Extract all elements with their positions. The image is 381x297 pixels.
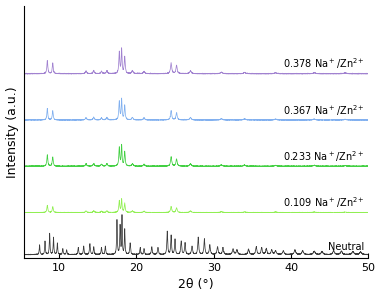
Text: 0.367 Na$^+$/Zn$^{2+}$: 0.367 Na$^+$/Zn$^{2+}$ xyxy=(283,103,365,118)
X-axis label: 2θ (°): 2θ (°) xyxy=(178,279,214,291)
Text: Neutral: Neutral xyxy=(328,242,365,252)
Text: 0.233 Na$^+$/Zn$^{2+}$: 0.233 Na$^+$/Zn$^{2+}$ xyxy=(283,149,365,164)
Text: 0.378 Na$^+$/Zn$^{2+}$: 0.378 Na$^+$/Zn$^{2+}$ xyxy=(283,57,365,72)
Text: 0.109 Na$^+$/Zn$^{2+}$: 0.109 Na$^+$/Zn$^{2+}$ xyxy=(283,195,365,210)
Y-axis label: Intensity (a.u.): Intensity (a.u.) xyxy=(6,86,19,178)
